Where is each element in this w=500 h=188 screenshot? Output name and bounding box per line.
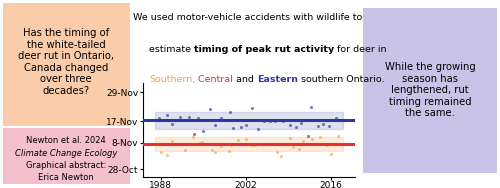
Point xyxy=(278,154,285,157)
Point xyxy=(226,110,234,113)
Point xyxy=(198,141,206,144)
Point xyxy=(308,137,316,140)
Point xyxy=(218,116,226,119)
Text: for deer in: for deer in xyxy=(334,45,387,54)
Point xyxy=(242,123,250,126)
Point xyxy=(248,143,256,146)
Point xyxy=(286,137,294,140)
Point xyxy=(326,152,334,155)
Point xyxy=(279,119,287,122)
Point xyxy=(295,147,303,150)
Point xyxy=(186,115,194,118)
Point xyxy=(162,153,170,156)
Point xyxy=(168,123,176,126)
FancyBboxPatch shape xyxy=(0,126,134,186)
Text: Eastern: Eastern xyxy=(257,75,298,84)
Point xyxy=(323,144,331,147)
Point xyxy=(194,117,202,120)
FancyBboxPatch shape xyxy=(0,0,134,130)
Point xyxy=(260,120,268,123)
Text: timing of peak rut activity: timing of peak rut activity xyxy=(194,45,334,54)
Point xyxy=(314,124,322,127)
Point xyxy=(296,121,304,124)
Text: and: and xyxy=(233,75,257,84)
Point xyxy=(176,143,184,146)
Text: Newton et al. 2024: Newton et al. 2024 xyxy=(26,136,106,145)
Point xyxy=(224,150,232,153)
Text: Central: Central xyxy=(195,75,233,84)
Point xyxy=(206,107,214,110)
Point xyxy=(254,128,262,131)
Point xyxy=(304,134,312,137)
Text: southern Ontario.: southern Ontario. xyxy=(298,75,384,84)
Point xyxy=(316,135,324,138)
Text: Erica Newton: Erica Newton xyxy=(38,173,94,182)
Point xyxy=(234,139,242,142)
Point xyxy=(199,130,207,133)
Point xyxy=(188,135,196,138)
Point xyxy=(155,117,163,120)
Point xyxy=(334,135,342,138)
Point xyxy=(242,137,250,140)
Text: While the growing
season has
lengthened, rut
timing remained
the same.: While the growing season has lengthened,… xyxy=(384,62,476,118)
Point xyxy=(319,122,327,125)
Point xyxy=(251,144,259,147)
Text: Climate Change Ecology: Climate Change Ecology xyxy=(15,149,118,158)
Point xyxy=(176,116,184,119)
Text: Graphical abstract:: Graphical abstract: xyxy=(26,161,106,170)
Text: estimate: estimate xyxy=(149,45,194,54)
Point xyxy=(180,149,188,152)
Point xyxy=(196,141,203,144)
Point xyxy=(270,120,278,123)
Point xyxy=(211,150,219,153)
Point xyxy=(261,142,269,145)
Point xyxy=(265,143,273,146)
Point xyxy=(292,126,300,129)
FancyBboxPatch shape xyxy=(360,4,500,176)
Text: Southern,: Southern, xyxy=(149,75,195,84)
Point xyxy=(266,119,274,122)
Point xyxy=(168,140,176,143)
Text: We used motor-vehicle accidents with wildlife to: We used motor-vehicle accidents with wil… xyxy=(133,13,362,22)
Text: Has the timing of
the white-tailed
deer rut in Ontario,
Canada changed
over thre: Has the timing of the white-tailed deer … xyxy=(18,28,114,96)
Point xyxy=(163,114,171,117)
Point xyxy=(208,149,216,152)
Point xyxy=(229,126,237,129)
Point xyxy=(211,124,219,127)
Point xyxy=(308,106,316,109)
Point xyxy=(332,116,340,119)
Point xyxy=(272,150,280,153)
Point xyxy=(286,124,294,127)
Point xyxy=(238,126,246,129)
Point xyxy=(248,106,256,109)
Point xyxy=(300,140,308,143)
Point xyxy=(227,144,235,147)
Point xyxy=(218,144,226,147)
Point xyxy=(190,133,198,136)
Point xyxy=(289,146,297,149)
Point xyxy=(157,151,165,154)
Point xyxy=(326,124,334,127)
